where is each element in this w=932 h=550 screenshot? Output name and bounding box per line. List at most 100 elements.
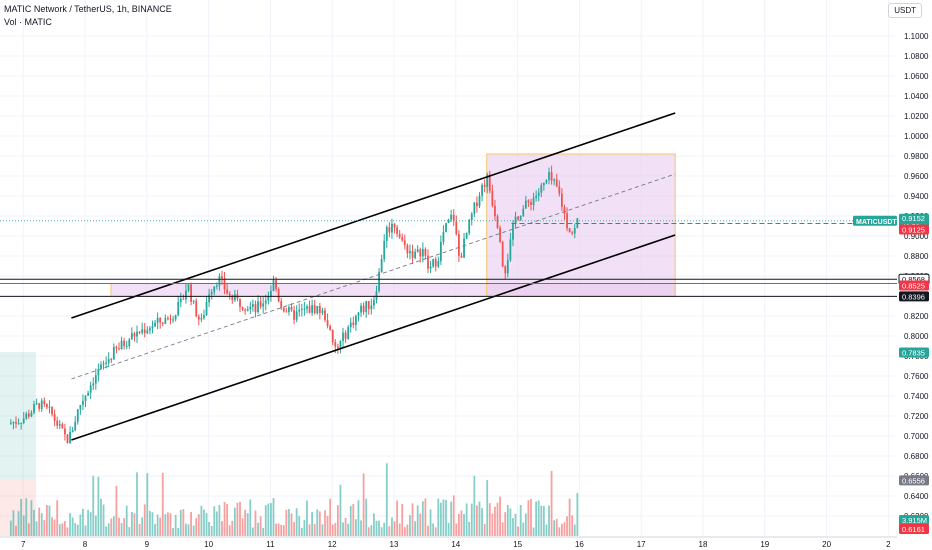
candle-body [254,304,257,313]
volume-bar [367,527,370,536]
volume-bar [125,505,128,536]
candle-body [259,301,262,307]
volume-bar [246,513,249,536]
volume-bar [568,498,571,536]
volume-bar [481,508,483,536]
candle-body [555,179,558,187]
candle-body [354,315,357,325]
gray-box-label: 0.6556 [902,476,925,485]
volume-bar [396,500,398,536]
volume-bar [385,463,388,536]
candle-body [280,301,283,308]
volume-bar [74,523,77,536]
chart-title: MATIC Network / TetherUS, 1h, BINANCE [4,4,172,14]
candle-body [45,404,48,408]
y-tick-label: 0.9800 [904,152,929,161]
candle-body [447,219,450,224]
volume-bar [82,508,84,536]
candle-body [161,322,164,324]
candle-body [313,305,316,314]
volume-bar [532,527,535,536]
candle-body [303,308,306,310]
candle-body [282,307,285,312]
channel-mid-line[interactable] [71,173,676,380]
candle-body [84,395,87,401]
volume-bar [478,501,481,536]
volume-bar [218,505,221,536]
candle-body [221,276,223,279]
volume-bar [239,501,241,536]
volume-bar [468,521,471,536]
volume-bar [455,523,458,536]
channel-lower-line[interactable] [71,234,676,441]
candle-body [293,310,295,320]
volume-bar [15,525,17,536]
candle-body [251,304,254,307]
candle-body [432,259,435,267]
candle-body [403,240,406,246]
volume-bar [429,509,432,536]
candle-body [450,214,453,220]
candle-body [331,329,334,343]
candle-body [365,301,368,312]
volume-bar [573,524,576,536]
candle-body [123,340,126,347]
candle-body [352,322,355,325]
y-tick-label: 1.0000 [904,132,929,141]
volume-bar [383,522,386,536]
candle-body [550,172,553,181]
candle-body [133,333,136,337]
left-box-label: 0.7835 [902,349,925,358]
volume-bar [347,523,350,536]
candle-body [298,309,301,312]
y-tick-label: 0.7400 [904,392,929,401]
volume-bar [275,523,277,536]
volume-bar [316,509,319,536]
volume-bar [460,510,463,536]
currency-button[interactable]: USDT [888,3,922,18]
candle-body [473,202,476,214]
candle-body [197,316,200,320]
volume-bar [249,499,252,536]
candle-body [270,290,272,297]
candle-body [558,186,561,194]
volume-bar [100,498,102,536]
candle-body [226,289,229,294]
candle-body [141,329,144,333]
volume-bar [136,472,138,536]
volume-bar [156,514,159,536]
candle-body [146,330,149,334]
volume-bar [401,503,404,536]
candle-body [25,413,28,419]
candle-body [100,364,102,370]
volume-bar [393,521,396,536]
volume-bar [43,520,46,536]
candle-body [64,428,66,435]
candle-body [164,318,167,324]
candle-body [548,172,550,180]
volume-bar [499,496,501,536]
candle-body [241,306,244,310]
volume-bar [17,511,20,536]
x-tick-label: 9 [145,540,150,549]
candle-body [40,400,43,409]
volume-bar [442,499,445,536]
candle-body [179,298,182,302]
candle-body [427,255,429,269]
candle-body [120,340,123,350]
highlight-zone[interactable] [486,153,676,297]
volume-bar [254,510,257,536]
volume-bar [76,524,79,536]
volume-bar [53,519,56,536]
volume-bar [172,527,174,536]
y-tick-label: 0.6800 [904,452,929,461]
volume-bar [506,505,509,536]
position-profit-zone [0,352,36,480]
candle-body [383,240,386,260]
level-mid-label: 0.8525 [902,282,925,291]
candle-body [326,320,329,326]
candle-body [239,298,241,307]
candle-body [506,260,509,274]
price-labels: MATICUSDT0.915243:500.91250.85680.85250.… [853,213,930,534]
